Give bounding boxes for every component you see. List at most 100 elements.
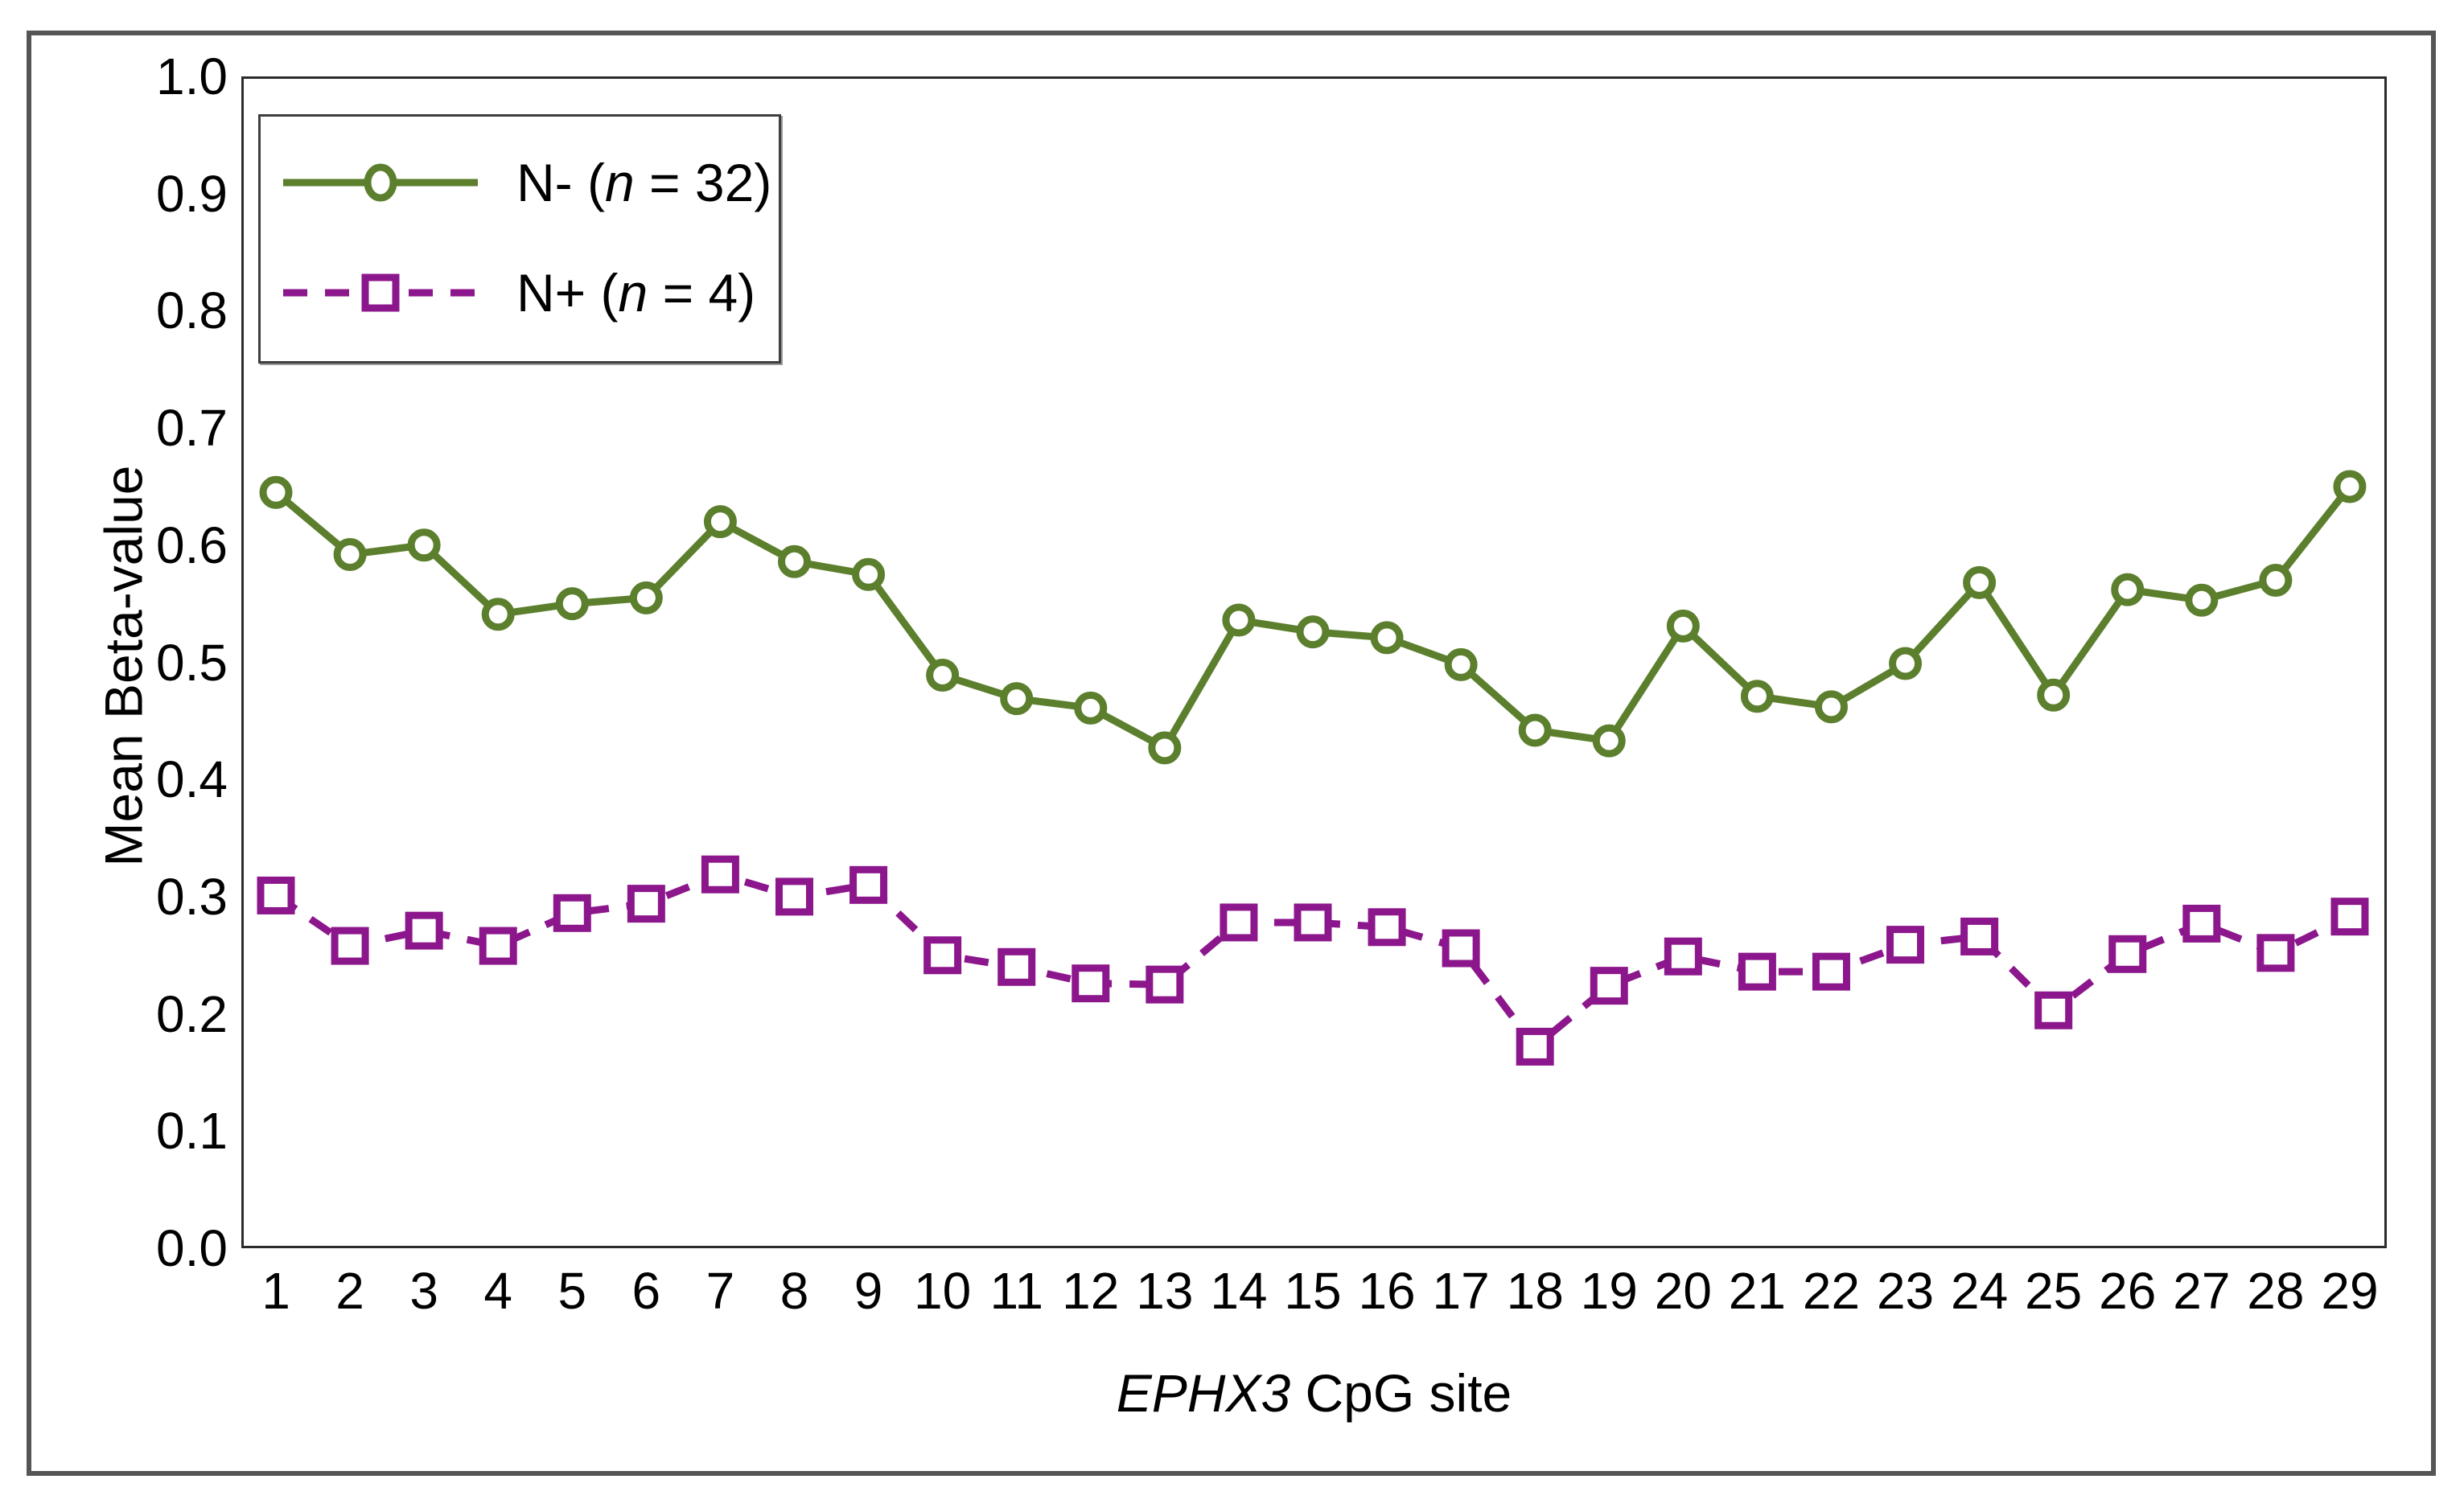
x-tick-label-11: 11 xyxy=(989,1262,1043,1320)
n-plus-marker-12 xyxy=(1072,964,1110,1003)
n-minus-marker-22 xyxy=(1814,690,1848,724)
n-plus-marker-4 xyxy=(479,927,517,965)
n-minus-marker-10 xyxy=(926,659,960,692)
x-tick-label-25: 25 xyxy=(2025,1262,2083,1320)
x-axis-title-rest: CpG site xyxy=(1290,1363,1512,1423)
n-minus-marker-20 xyxy=(1666,609,1700,643)
n-minus-marker-1 xyxy=(259,475,293,509)
n-minus-marker-2 xyxy=(333,537,367,571)
x-tick-label-8: 8 xyxy=(780,1262,809,1320)
y-tick-label-0.1: 0.1 xyxy=(156,1102,228,1161)
x-tick-label-17: 17 xyxy=(1432,1262,1490,1320)
n-plus-marker-19 xyxy=(1590,967,1628,1005)
n-plus-marker-2 xyxy=(331,927,369,965)
n-plus-marker-28 xyxy=(2256,934,2295,972)
x-tick-label-12: 12 xyxy=(1062,1262,1120,1320)
n-plus-marker-5 xyxy=(553,894,591,932)
y-tick-label-1.0: 1.0 xyxy=(156,47,228,105)
n-plus-marker-24 xyxy=(1960,917,1999,955)
x-tick-label-20: 20 xyxy=(1654,1262,1712,1320)
n-minus-marker-26 xyxy=(2111,573,2145,606)
n-minus-marker-8 xyxy=(777,544,811,578)
n-plus-marker-1 xyxy=(257,876,295,914)
x-tick-label-28: 28 xyxy=(2247,1262,2305,1320)
n-minus-marker-29 xyxy=(2333,470,2367,503)
n-plus-marker-8 xyxy=(775,877,813,916)
y-tick-label-0.6: 0.6 xyxy=(156,516,228,574)
n-minus-marker-17 xyxy=(1444,647,1478,681)
x-tick-label-24: 24 xyxy=(1951,1262,2009,1320)
n-minus-marker-15 xyxy=(1296,615,1330,649)
n-minus-marker-4 xyxy=(481,598,515,631)
n-minus-marker-9 xyxy=(852,557,886,591)
n-minus-marker-13 xyxy=(1148,731,1182,765)
x-tick-label-10: 10 xyxy=(914,1262,972,1320)
n-plus-marker-11 xyxy=(998,947,1036,986)
n-plus-marker-6 xyxy=(627,885,665,923)
x-tick-label-15: 15 xyxy=(1284,1262,1342,1320)
n-minus-marker-5 xyxy=(555,587,589,621)
y-tick-label-0.8: 0.8 xyxy=(156,281,228,340)
x-axis-title: EPHX3 CpG site xyxy=(241,1361,2387,1425)
n-minus-marker-12 xyxy=(1074,691,1108,725)
x-tick-label-18: 18 xyxy=(1506,1262,1564,1320)
n-minus-legend-symbol xyxy=(283,163,478,202)
x-axis-title-gene: EPHX3 xyxy=(1116,1363,1291,1423)
n-plus-marker-21 xyxy=(1738,952,1776,991)
n-plus-marker-27 xyxy=(2182,904,2221,943)
n-plus-marker-15 xyxy=(1294,903,1332,942)
x-tick-label-2: 2 xyxy=(335,1262,364,1320)
x-tick-label-22: 22 xyxy=(1802,1262,1861,1320)
x-tick-label-6: 6 xyxy=(631,1262,661,1320)
n-plus-marker-14 xyxy=(1220,903,1258,942)
n-plus-marker-7 xyxy=(701,855,739,894)
n-plus-marker-17 xyxy=(1442,929,1480,968)
figure-border xyxy=(27,31,2436,1476)
y-tick-label-0.7: 0.7 xyxy=(156,399,228,458)
n-minus-marker-16 xyxy=(1370,621,1404,655)
legend-box: N- (n = 32) N+ (n = 4) xyxy=(258,114,781,364)
plot-area xyxy=(241,76,2387,1248)
x-tick-label-21: 21 xyxy=(1728,1262,1786,1320)
x-tick-label-1: 1 xyxy=(261,1262,290,1320)
y-tick-label-0.5: 0.5 xyxy=(156,633,228,692)
n-minus-marker-6 xyxy=(629,581,663,614)
n-plus-marker-3 xyxy=(405,911,443,950)
legend-label-n-plus: N+ (n = 4) xyxy=(516,263,756,323)
y-tick-label-0.2: 0.2 xyxy=(156,984,228,1043)
y-tick-label-0.0: 0.0 xyxy=(156,1219,228,1277)
x-tick-label-4: 4 xyxy=(483,1262,512,1320)
n-plus-marker-13 xyxy=(1146,965,1184,1004)
n-minus-marker-11 xyxy=(1000,682,1034,716)
x-tick-label-9: 9 xyxy=(854,1262,883,1320)
legend-item-n-minus: N- (n = 32) xyxy=(280,146,771,220)
x-tick-label-27: 27 xyxy=(2173,1262,2231,1320)
x-tick-label-3: 3 xyxy=(409,1262,438,1320)
x-tick-label-26: 26 xyxy=(2099,1262,2157,1320)
n-minus-marker-7 xyxy=(703,505,737,539)
n-minus-marker-21 xyxy=(1740,680,1774,713)
n-plus-marker-9 xyxy=(849,865,888,904)
n-minus-marker-14 xyxy=(1222,603,1256,637)
x-tick-label-5: 5 xyxy=(557,1262,587,1320)
x-tick-label-23: 23 xyxy=(1876,1262,1935,1320)
y-tick-label-0.4: 0.4 xyxy=(156,750,228,809)
x-tick-label-16: 16 xyxy=(1358,1262,1416,1320)
n-plus-marker-29 xyxy=(2330,898,2369,936)
n-plus-marker-20 xyxy=(1664,937,1702,976)
n-minus-marker-3 xyxy=(407,528,441,562)
n-minus-marker-24 xyxy=(1963,565,1997,599)
n-plus-marker-25 xyxy=(2034,991,2073,1029)
x-tick-label-13: 13 xyxy=(1136,1262,1194,1320)
legend-label-n-minus: N- (n = 32) xyxy=(516,153,772,212)
n-plus-marker-10 xyxy=(923,936,962,975)
n-minus-marker-23 xyxy=(1889,647,1923,680)
y-tick-label-0.9: 0.9 xyxy=(156,164,228,223)
n-plus-marker-26 xyxy=(2108,935,2147,973)
n-minus-marker-25 xyxy=(2037,678,2071,712)
n-minus-marker-28 xyxy=(2259,564,2293,598)
n-plus-marker-16 xyxy=(1368,908,1406,947)
y-tick-label-0.3: 0.3 xyxy=(156,867,228,926)
x-tick-label-29: 29 xyxy=(2321,1262,2379,1320)
